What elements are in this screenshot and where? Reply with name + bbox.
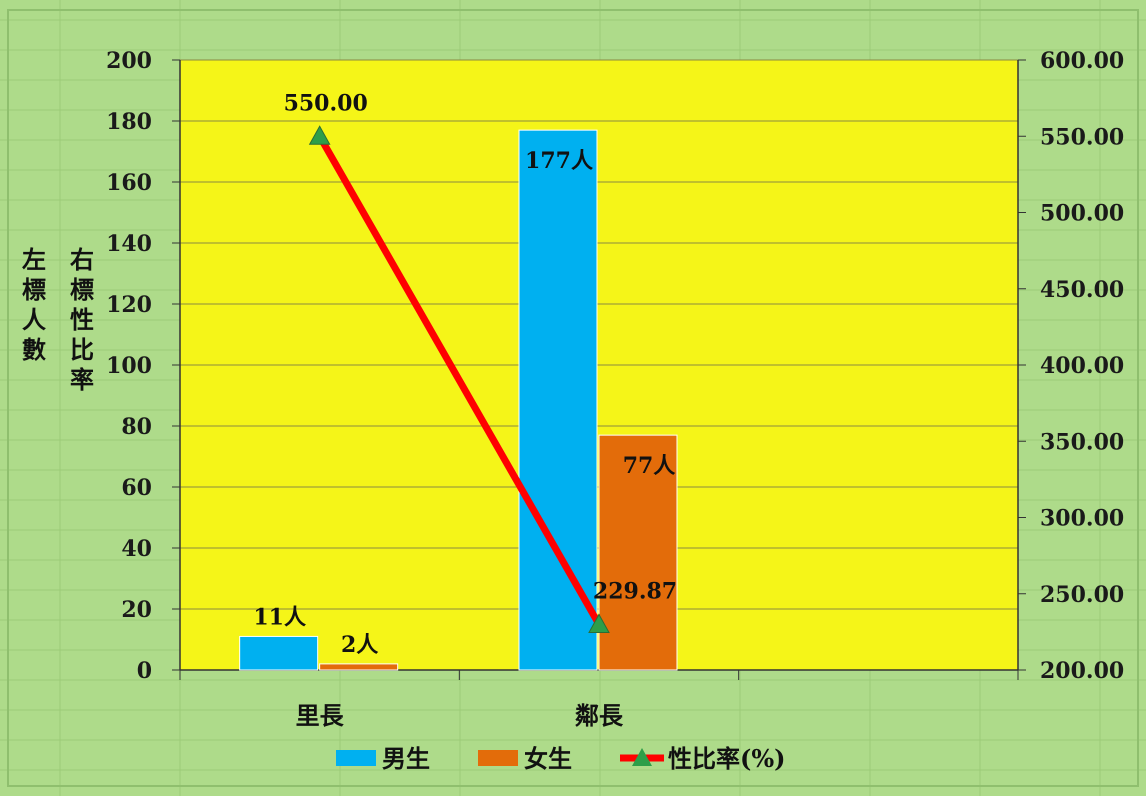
right-tick-label: 450.00 xyxy=(1040,277,1124,303)
right-axis-title-char: 右 xyxy=(70,245,94,274)
legend-label: 性比率(%) xyxy=(668,744,786,773)
right-axis-title-char: 標 xyxy=(70,275,94,304)
left-tick-label: 0 xyxy=(137,658,152,684)
right-tick-label: 400.00 xyxy=(1040,353,1124,379)
bar-data-label: 11人 xyxy=(253,604,306,630)
right-tick-label: 200.00 xyxy=(1040,658,1124,684)
category-label: 里長 xyxy=(296,701,345,730)
legend-label: 女生 xyxy=(524,744,572,773)
left-tick-label: 100 xyxy=(106,353,152,379)
left-tick-label: 40 xyxy=(121,536,152,562)
category-label: 鄰長 xyxy=(575,701,624,730)
left-tick-label: 120 xyxy=(106,292,152,318)
right-axis-title-char: 比 xyxy=(70,335,94,364)
right-tick-label: 350.00 xyxy=(1040,429,1124,455)
right-axis-title-char: 率 xyxy=(70,365,94,394)
line-data-label: 550.00 xyxy=(284,90,368,116)
legend-marker xyxy=(632,748,652,766)
left-tick-label: 140 xyxy=(106,231,152,257)
left-axis-title-char: 左 xyxy=(22,245,46,274)
bar xyxy=(518,129,598,671)
right-tick-label: 500.00 xyxy=(1040,201,1124,227)
right-tick-label: 600.00 xyxy=(1040,48,1124,74)
bar-data-label: 77人 xyxy=(623,453,676,479)
left-tick-label: 200 xyxy=(106,48,152,74)
chart-frame xyxy=(7,9,1139,787)
left-tick-label: 160 xyxy=(106,170,152,196)
bar xyxy=(239,635,319,671)
right-tick-label: 550.00 xyxy=(1040,124,1124,150)
legend-swatch xyxy=(478,750,518,766)
left-tick-label: 60 xyxy=(121,475,152,501)
left-axis-title-char: 標 xyxy=(22,275,46,304)
left-axis-title-char: 數 xyxy=(22,335,46,364)
bar xyxy=(319,663,399,671)
left-tick-label: 80 xyxy=(121,414,152,440)
line-series xyxy=(316,132,603,628)
line-data-label: 229.87 xyxy=(593,578,677,604)
left-tick-label: 20 xyxy=(121,597,152,623)
bar-data-label: 2人 xyxy=(341,632,378,658)
bar xyxy=(598,434,678,671)
right-axis-title-char: 性 xyxy=(70,305,94,334)
right-tick-label: 300.00 xyxy=(1040,506,1124,532)
legend-swatch xyxy=(336,750,376,766)
line-marker xyxy=(588,613,610,633)
bar-data-label: 177人 xyxy=(525,148,593,174)
line-marker xyxy=(308,125,331,145)
left-axis-title-char: 人 xyxy=(22,305,46,334)
right-tick-label: 250.00 xyxy=(1040,582,1124,608)
legend-label: 男生 xyxy=(382,744,430,773)
left-tick-label: 180 xyxy=(106,109,152,135)
